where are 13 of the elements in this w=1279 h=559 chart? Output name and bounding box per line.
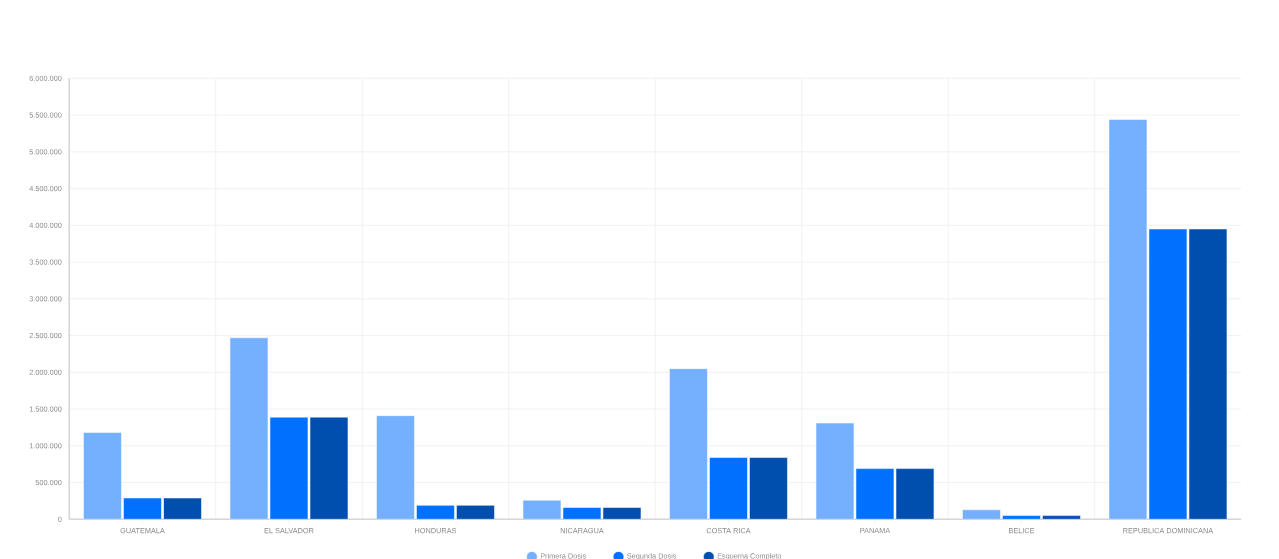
bar bbox=[895, 468, 935, 520]
bar bbox=[855, 468, 895, 520]
bar bbox=[1148, 228, 1188, 520]
bar bbox=[269, 416, 309, 520]
bar bbox=[456, 505, 495, 520]
bar bbox=[416, 505, 455, 520]
bar bbox=[709, 457, 748, 520]
bar bbox=[749, 457, 788, 520]
bar bbox=[309, 416, 349, 520]
bar bbox=[163, 497, 202, 520]
bar bbox=[83, 432, 122, 520]
bar bbox=[123, 497, 162, 520]
bar bbox=[1188, 228, 1228, 520]
